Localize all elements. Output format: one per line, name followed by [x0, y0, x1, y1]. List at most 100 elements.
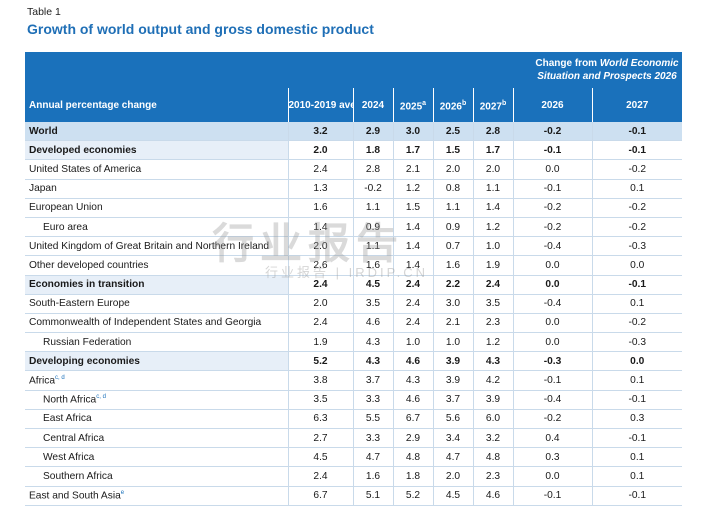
header-change-2026: 2026 [512, 88, 592, 122]
cell-y2027: 4.6 [472, 486, 513, 506]
cell-y2026: 1.1 [432, 198, 473, 218]
cell-y2027: 4.8 [472, 447, 513, 468]
header-band: Change from World Economic Situation and… [25, 52, 682, 88]
table-row: South-Eastern Europe 2.0 3.5 2.4 3.0 3.5 -0.4 0… [25, 294, 682, 314]
cell-y2024: 4.7 [352, 447, 393, 468]
change-group-header: Change from World Economic Situation and… [535, 58, 679, 82]
cell-y2025: 4.8 [392, 447, 433, 468]
cell-avg: 2.7 [287, 428, 353, 449]
cell-y2024: 3.7 [352, 370, 393, 391]
row-label: Developing economies [25, 351, 288, 372]
table-row: World 3.2 2.9 3.0 2.5 2.8 -0.2 -0.1 [25, 122, 682, 142]
cell-y2027: 4.2 [472, 370, 513, 391]
cell-y2026: 0.7 [432, 236, 473, 257]
cell-avg: 2.4 [287, 275, 353, 295]
cell-y2027: 3.2 [472, 428, 513, 449]
header-2027: 2027b [472, 88, 513, 122]
row-label: Other developed countries [25, 255, 288, 276]
cell-c2027: 0.3 [591, 409, 682, 430]
cell-c2026: 0.0 [512, 313, 592, 334]
cell-y2026: 0.8 [432, 179, 473, 199]
cell-y2024: 4.5 [352, 275, 393, 295]
cell-y2025: 2.9 [392, 428, 433, 449]
cell-y2027: 1.4 [472, 198, 513, 218]
cell-y2024: 4.3 [352, 351, 393, 372]
cell-y2025: 2.4 [392, 294, 433, 314]
cell-c2026: -0.1 [512, 179, 592, 199]
cell-c2026: 0.3 [512, 447, 592, 468]
table-row: West Africa 4.5 4.7 4.8 4.7 4.8 0.3 0.1 [25, 447, 682, 468]
cell-c2027: 0.1 [591, 294, 682, 314]
cell-y2024: 1.6 [352, 466, 393, 487]
cell-c2027: 0.1 [591, 370, 682, 391]
cell-c2026: -0.4 [512, 236, 592, 257]
row-label: Central Africa [25, 428, 288, 449]
row-label: Southern Africa [25, 466, 288, 487]
row-label: World [25, 122, 288, 142]
cell-y2025: 3.0 [392, 122, 433, 142]
table-row: United States of America 2.4 2.8 2.1 2.0 2.0 0… [25, 159, 682, 180]
cell-y2027: 3.5 [472, 294, 513, 314]
cell-y2024: 3.3 [352, 428, 393, 449]
cell-c2027: -0.2 [591, 313, 682, 334]
row-label: West Africa [25, 447, 288, 468]
cell-y2026: 3.9 [432, 370, 473, 391]
cell-y2026: 2.0 [432, 466, 473, 487]
cell-y2024: 2.9 [352, 122, 393, 142]
cell-y2024: 1.1 [352, 236, 393, 257]
cell-y2026: 2.2 [432, 275, 473, 295]
row-label: United States of America [25, 159, 288, 180]
cell-y2024: 5.1 [352, 486, 393, 506]
row-label: Africac, d [25, 370, 288, 391]
cell-y2026: 1.0 [432, 332, 473, 353]
cell-c2027: 0.1 [591, 447, 682, 468]
cell-c2026: -0.2 [512, 217, 592, 238]
cell-y2026: 1.6 [432, 255, 473, 276]
cell-c2026: 0.0 [512, 255, 592, 276]
cell-y2027: 1.1 [472, 179, 513, 199]
cell-c2026: -0.4 [512, 294, 592, 314]
cell-y2026: 2.1 [432, 313, 473, 334]
cell-c2026: -0.3 [512, 351, 592, 372]
cell-c2026: -0.2 [512, 122, 592, 142]
cell-c2027: -0.1 [591, 486, 682, 506]
cell-y2024: 1.6 [352, 255, 393, 276]
cell-c2027: 0.0 [591, 351, 682, 372]
cell-y2024: 1.1 [352, 198, 393, 218]
cell-c2027: -0.1 [591, 390, 682, 410]
cell-y2025: 1.4 [392, 236, 433, 257]
row-label: Japan [25, 179, 288, 199]
row-label: Developed economies [25, 140, 288, 161]
cell-avg: 2.4 [287, 313, 353, 334]
cell-c2026: 0.0 [512, 159, 592, 180]
table-row: East Africa 6.3 5.5 6.7 5.6 6.0 -0.2 0.3 [25, 409, 682, 430]
table-row: East and South Asiae 6.7 5.1 5.2 4.5 4.6 -0.1-… [25, 486, 682, 506]
cell-y2026: 5.6 [432, 409, 473, 430]
cell-avg: 2.0 [287, 236, 353, 257]
cell-avg: 2.0 [287, 294, 353, 314]
cell-y2025: 1.4 [392, 217, 433, 238]
cell-avg: 2.6 [287, 255, 353, 276]
cell-c2027: -0.2 [591, 198, 682, 218]
cell-y2027: 6.0 [472, 409, 513, 430]
cell-avg: 4.5 [287, 447, 353, 468]
row-label: Euro area [25, 217, 288, 238]
cell-y2025: 2.4 [392, 275, 433, 295]
header-2026: 2026b [432, 88, 473, 122]
cell-c2027: -0.3 [591, 332, 682, 353]
cell-c2026: -0.2 [512, 198, 592, 218]
table-row: Southern Africa 2.4 1.6 1.8 2.0 2.3 0.0 0.1 [25, 466, 682, 487]
cell-y2027: 3.9 [472, 390, 513, 410]
cell-y2025: 4.3 [392, 370, 433, 391]
cell-y2027: 2.4 [472, 275, 513, 295]
cell-avg: 3.8 [287, 370, 353, 391]
cell-y2026: 4.7 [432, 447, 473, 468]
cell-avg: 6.3 [287, 409, 353, 430]
cell-c2026: -0.2 [512, 409, 592, 430]
cell-y2024: 4.6 [352, 313, 393, 334]
cell-avg: 3.2 [287, 122, 353, 142]
cell-y2025: 1.8 [392, 466, 433, 487]
cell-c2027: -0.2 [591, 217, 682, 238]
cell-y2025: 1.7 [392, 140, 433, 161]
header-row: Annual percentage change 2010-2019 avera… [25, 88, 682, 122]
